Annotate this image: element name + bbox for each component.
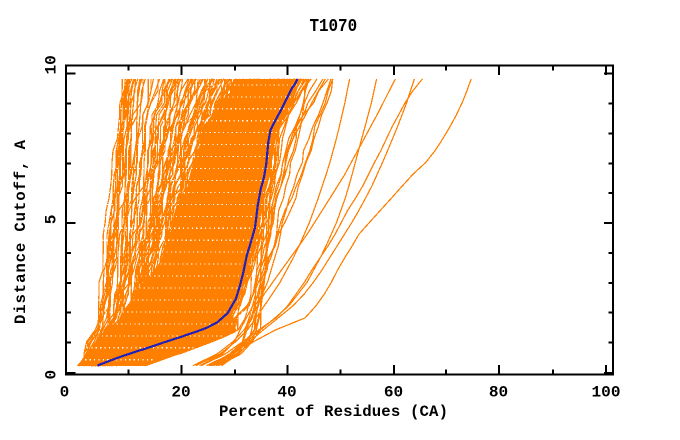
svg-text:60: 60 <box>384 383 403 401</box>
svg-text:T1070: T1070 <box>309 16 357 37</box>
svg-text:100: 100 <box>592 383 621 401</box>
svg-text:5: 5 <box>42 215 60 225</box>
svg-text:0: 0 <box>60 383 70 401</box>
svg-text:10: 10 <box>42 55 60 74</box>
svg-text:40: 40 <box>277 383 296 401</box>
svg-text:Percent of Residues (CA): Percent of Residues (CA) <box>219 403 448 421</box>
svg-text:20: 20 <box>171 383 190 401</box>
svg-text:80: 80 <box>489 383 508 401</box>
svg-text:0: 0 <box>42 370 60 380</box>
svg-text:Distance Cutoff, A: Distance Cutoff, A <box>12 139 30 324</box>
